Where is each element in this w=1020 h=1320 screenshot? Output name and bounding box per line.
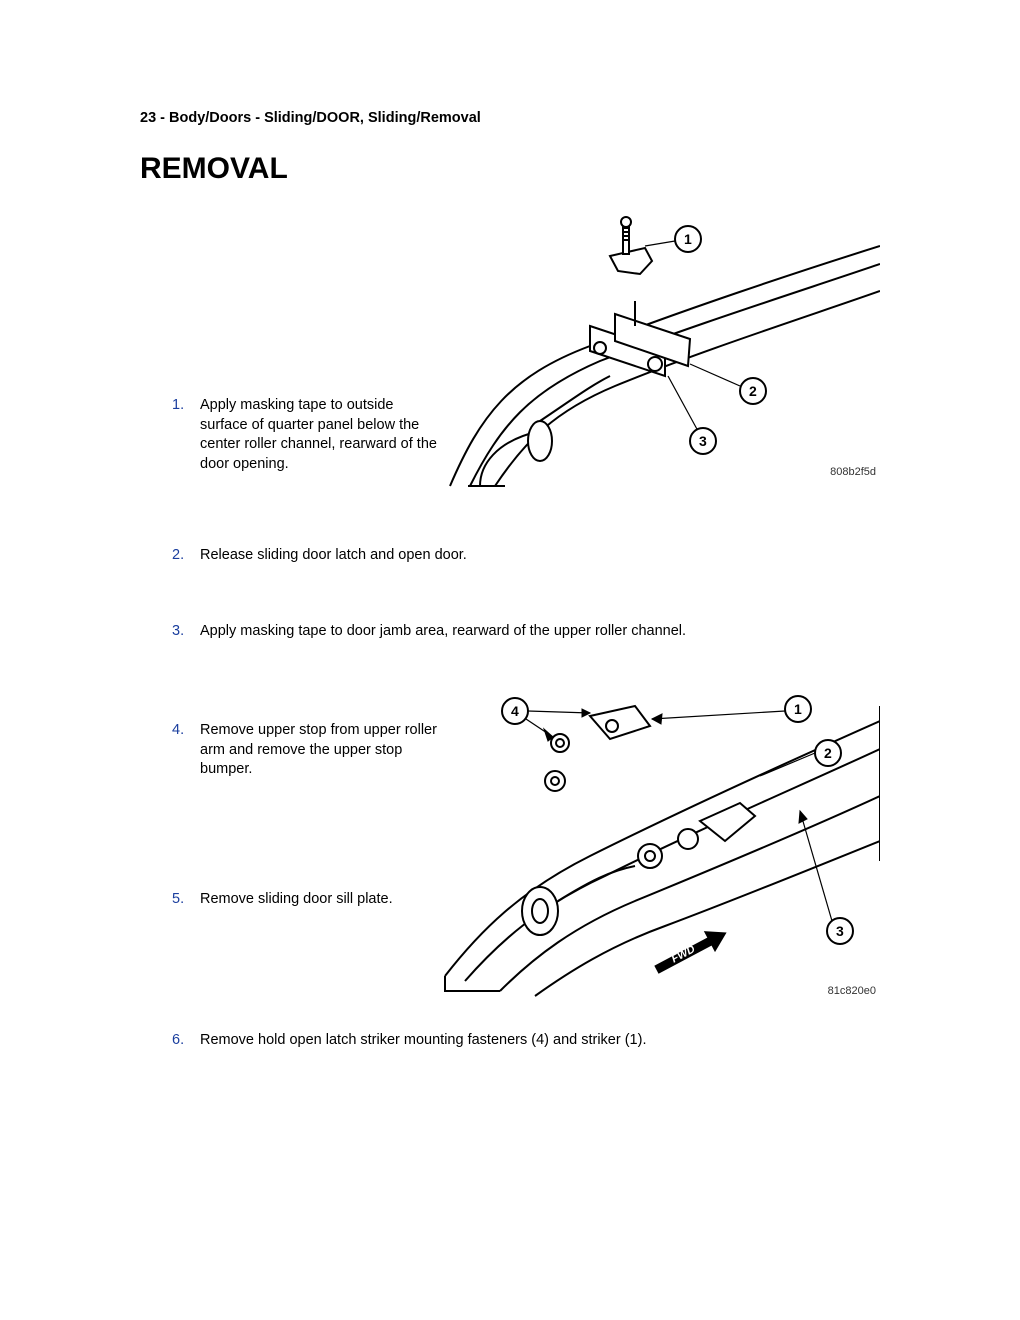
figure-2: FWD 4 1 2 3 (440, 681, 880, 1001)
fig1-callout-1: 1 (684, 231, 692, 247)
fig1-callout-3: 3 (699, 433, 707, 449)
step-2: Release sliding door latch and open door… (200, 546, 880, 566)
steps-col-2: Remove upper stop from upper roller arm … (140, 681, 440, 909)
step-3: Apply masking tape to door jamb area, re… (200, 622, 880, 642)
step-6: Remove hold open latch striker mounting … (200, 1031, 880, 1051)
page: 23 - Body/Doors - Sliding/DOOR, Sliding/… (0, 0, 1020, 1161)
breadcrumb: 23 - Body/Doors - Sliding/DOOR, Sliding/… (140, 110, 880, 126)
fwd-label: FWD (669, 943, 697, 965)
row-4: Remove hold open latch striker mounting … (140, 1031, 880, 1051)
figure-2-id: 81c820e0 (828, 985, 876, 997)
steps-col-1: Apply masking tape to outside surface of… (140, 216, 440, 474)
row-3: Remove upper stop from upper roller arm … (140, 681, 880, 1001)
row-1: Apply masking tape to outside surface of… (140, 216, 880, 496)
fig2-callout-4: 4 (511, 703, 519, 719)
step-5: Remove sliding door sill plate. (200, 890, 440, 910)
fig1-callout-2: 2 (749, 383, 757, 399)
figure-1: 1 2 3 808b2f5d (440, 216, 880, 496)
step-1: Apply masking tape to outside surface of… (200, 396, 440, 474)
figure-1-id: 808b2f5d (830, 466, 876, 478)
page-title: REMOVAL (140, 152, 880, 186)
step-4: Remove upper stop from upper roller arm … (200, 721, 440, 780)
row-2: Release sliding door latch and open door… (140, 546, 880, 641)
fig2-callout-2: 2 (824, 745, 832, 761)
fig2-callout-3: 3 (836, 923, 844, 939)
fig2-callout-1: 1 (794, 701, 802, 717)
